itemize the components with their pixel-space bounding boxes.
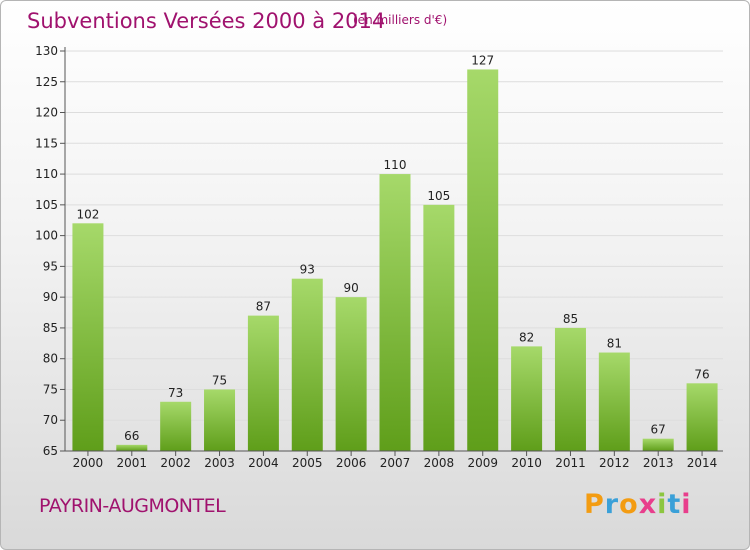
- x-tick-label: 2009: [467, 456, 498, 470]
- logo-letter: o: [619, 489, 639, 520]
- bar-2005: [291, 278, 323, 451]
- x-tick-label: 2011: [555, 456, 586, 470]
- x-tick-label: 2005: [292, 456, 323, 470]
- data-label: 73: [168, 386, 183, 400]
- bar-2006: [335, 297, 367, 451]
- logo-letter: r: [604, 489, 620, 520]
- data-label: 105: [427, 189, 450, 203]
- x-tick-label: 2014: [687, 456, 718, 470]
- y-tick-label: 105: [35, 198, 58, 212]
- data-label: 76: [694, 367, 709, 381]
- y-tick-label: 80: [43, 352, 58, 366]
- chart-subtitle: (en milliers d'€): [353, 13, 448, 27]
- y-tick-label: 115: [35, 136, 58, 150]
- x-tick-label: 2010: [511, 456, 542, 470]
- logo-letter: x: [638, 489, 658, 520]
- bar-2001: [116, 444, 148, 451]
- chart-title: Subventions Versées 2000 à 2014: [27, 9, 386, 33]
- y-tick-label: 110: [35, 167, 58, 181]
- bar-2009: [467, 69, 499, 451]
- bar-2010: [511, 346, 543, 451]
- y-tick-label: 70: [43, 413, 58, 427]
- bars: [72, 69, 718, 452]
- x-tick-label: 2006: [336, 456, 367, 470]
- bar-2012: [598, 352, 630, 451]
- labels: 65 70 75 80 85 90 95 100 105 110 115 120 125 130 2000 1…: [35, 44, 717, 470]
- x-tick-label: 2003: [204, 456, 235, 470]
- data-label: 127: [471, 53, 494, 67]
- y-tick-label: 95: [43, 259, 58, 273]
- y-tick-label: 85: [43, 321, 58, 335]
- x-tick-label: 2002: [160, 456, 191, 470]
- commune-name: PAYRIN-AUGMONTEL: [39, 495, 226, 517]
- logo-letter: i: [681, 489, 692, 520]
- data-label: 67: [651, 423, 666, 437]
- bar-2011: [554, 327, 586, 451]
- y-tick-label: 75: [43, 382, 58, 396]
- data-label: 110: [384, 158, 407, 172]
- bar-2002: [160, 401, 192, 451]
- bar-2003: [204, 389, 236, 451]
- data-label: 82: [519, 330, 534, 344]
- bar-2004: [247, 315, 279, 451]
- data-label: 87: [256, 300, 271, 314]
- data-label: 85: [563, 312, 578, 326]
- logo-letter: t: [667, 489, 682, 520]
- data-label: 75: [212, 373, 227, 387]
- logo-letter: P: [584, 489, 605, 520]
- x-tick-label: 2004: [248, 456, 279, 470]
- y-tick-label: 65: [43, 444, 58, 458]
- y-tick-label: 100: [35, 229, 58, 243]
- x-tick-label: 2013: [643, 456, 674, 470]
- data-label: 93: [300, 263, 315, 277]
- bar-2008: [423, 204, 455, 451]
- y-tick-label: 125: [35, 75, 58, 89]
- data-label: 81: [607, 337, 622, 351]
- data-label: 66: [124, 429, 139, 443]
- data-label: 90: [343, 281, 358, 295]
- x-tick-label: 2001: [117, 456, 148, 470]
- bar-2013: [642, 438, 674, 451]
- axes: [60, 47, 723, 456]
- logo-letter: i: [657, 489, 668, 520]
- data-label: 102: [76, 207, 99, 221]
- proxiti-logo[interactable]: Proxiti: [584, 489, 692, 520]
- x-tick-label: 2008: [424, 456, 455, 470]
- x-tick-label: 2007: [380, 456, 411, 470]
- x-tick-label: 2000: [73, 456, 104, 470]
- y-tick-label: 90: [43, 290, 58, 304]
- bar-2014: [686, 383, 718, 451]
- x-tick-label: 2012: [599, 456, 630, 470]
- bar-2007: [379, 174, 411, 452]
- y-tick-label: 130: [35, 44, 58, 58]
- y-tick-label: 120: [35, 106, 58, 120]
- bar-2000: [72, 223, 104, 451]
